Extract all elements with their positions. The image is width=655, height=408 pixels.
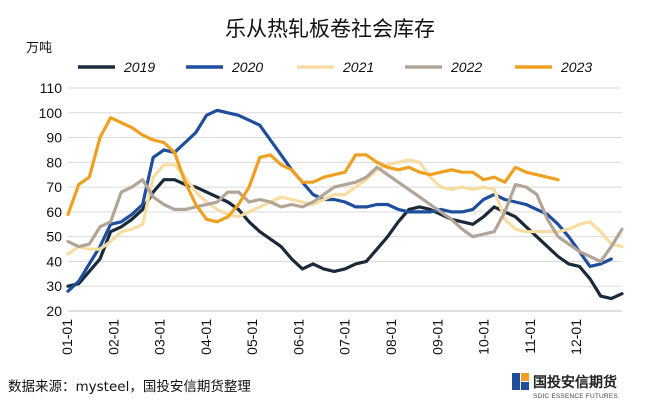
x-tick-label: 03-01 <box>152 319 168 355</box>
y-unit-label: 万吨 <box>26 41 52 56</box>
source-note: 数据来源：mysteel，国投安信期货整理 <box>8 378 251 395</box>
series-line-2022 <box>66 165 624 263</box>
y-tick-label: 70 <box>46 179 62 195</box>
y-tick-label: 100 <box>39 105 63 121</box>
x-tick-label: 02-01 <box>105 319 121 355</box>
y-tick-label: 110 <box>40 80 63 96</box>
legend-label: 2022 <box>450 59 482 75</box>
x-tick-label: 01-01 <box>59 319 75 355</box>
series-line-2020 <box>66 108 613 293</box>
legend-item-2020: 2020 <box>186 59 263 75</box>
series-line-2023 <box>66 116 560 224</box>
x-tick-label: 10-01 <box>476 319 492 355</box>
y-tick-label: 50 <box>46 229 62 245</box>
x-tick-label: 07-01 <box>337 319 353 355</box>
y-tick-label: 60 <box>46 204 62 220</box>
chart-title: 乐从热轧板卷社会库存 <box>225 17 435 41</box>
legend: 2019 2020 2021 2022 2023 <box>78 59 592 75</box>
x-tick-label: 09-01 <box>429 319 445 355</box>
y-tick-label: 80 <box>46 154 62 170</box>
legend-item-2022: 2022 <box>405 59 482 75</box>
axes: 20 30 40 50 60 70 80 90 100 110 01-01 02-01 03-01 04-… <box>39 80 622 355</box>
logo-mark-icon <box>512 373 529 390</box>
legend-item-2021: 2021 <box>297 59 374 75</box>
grid <box>68 87 622 312</box>
brand-logo: 国投安信期货 SDIC ESSENCE FUTURES <box>512 373 618 400</box>
x-tick-label: 06-01 <box>290 319 306 355</box>
legend-label: 2019 <box>123 59 155 75</box>
logo-subtitle: SDIC ESSENCE FUTURES <box>533 393 618 400</box>
x-tick-label: 12-01 <box>568 319 584 355</box>
legend-item-2023: 2023 <box>515 59 592 75</box>
x-tick-label: 05-01 <box>244 319 260 355</box>
y-tick-label: 30 <box>46 278 62 294</box>
x-tick-label: 08-01 <box>383 319 399 355</box>
logo-name: 国投安信期货 <box>533 374 617 391</box>
legend-item-2019: 2019 <box>78 59 155 75</box>
series-lines <box>66 108 624 301</box>
y-tick-label: 20 <box>46 303 62 319</box>
legend-label: 2023 <box>560 59 592 75</box>
series-line-2021 <box>66 158 624 256</box>
y-tick-label: 90 <box>46 130 62 146</box>
x-tick-label: 11-01 <box>522 319 538 354</box>
x-tick-label: 04-01 <box>198 319 214 355</box>
legend-label: 2020 <box>231 59 263 75</box>
legend-label: 2021 <box>342 59 374 75</box>
y-tick-label: 40 <box>46 253 62 269</box>
